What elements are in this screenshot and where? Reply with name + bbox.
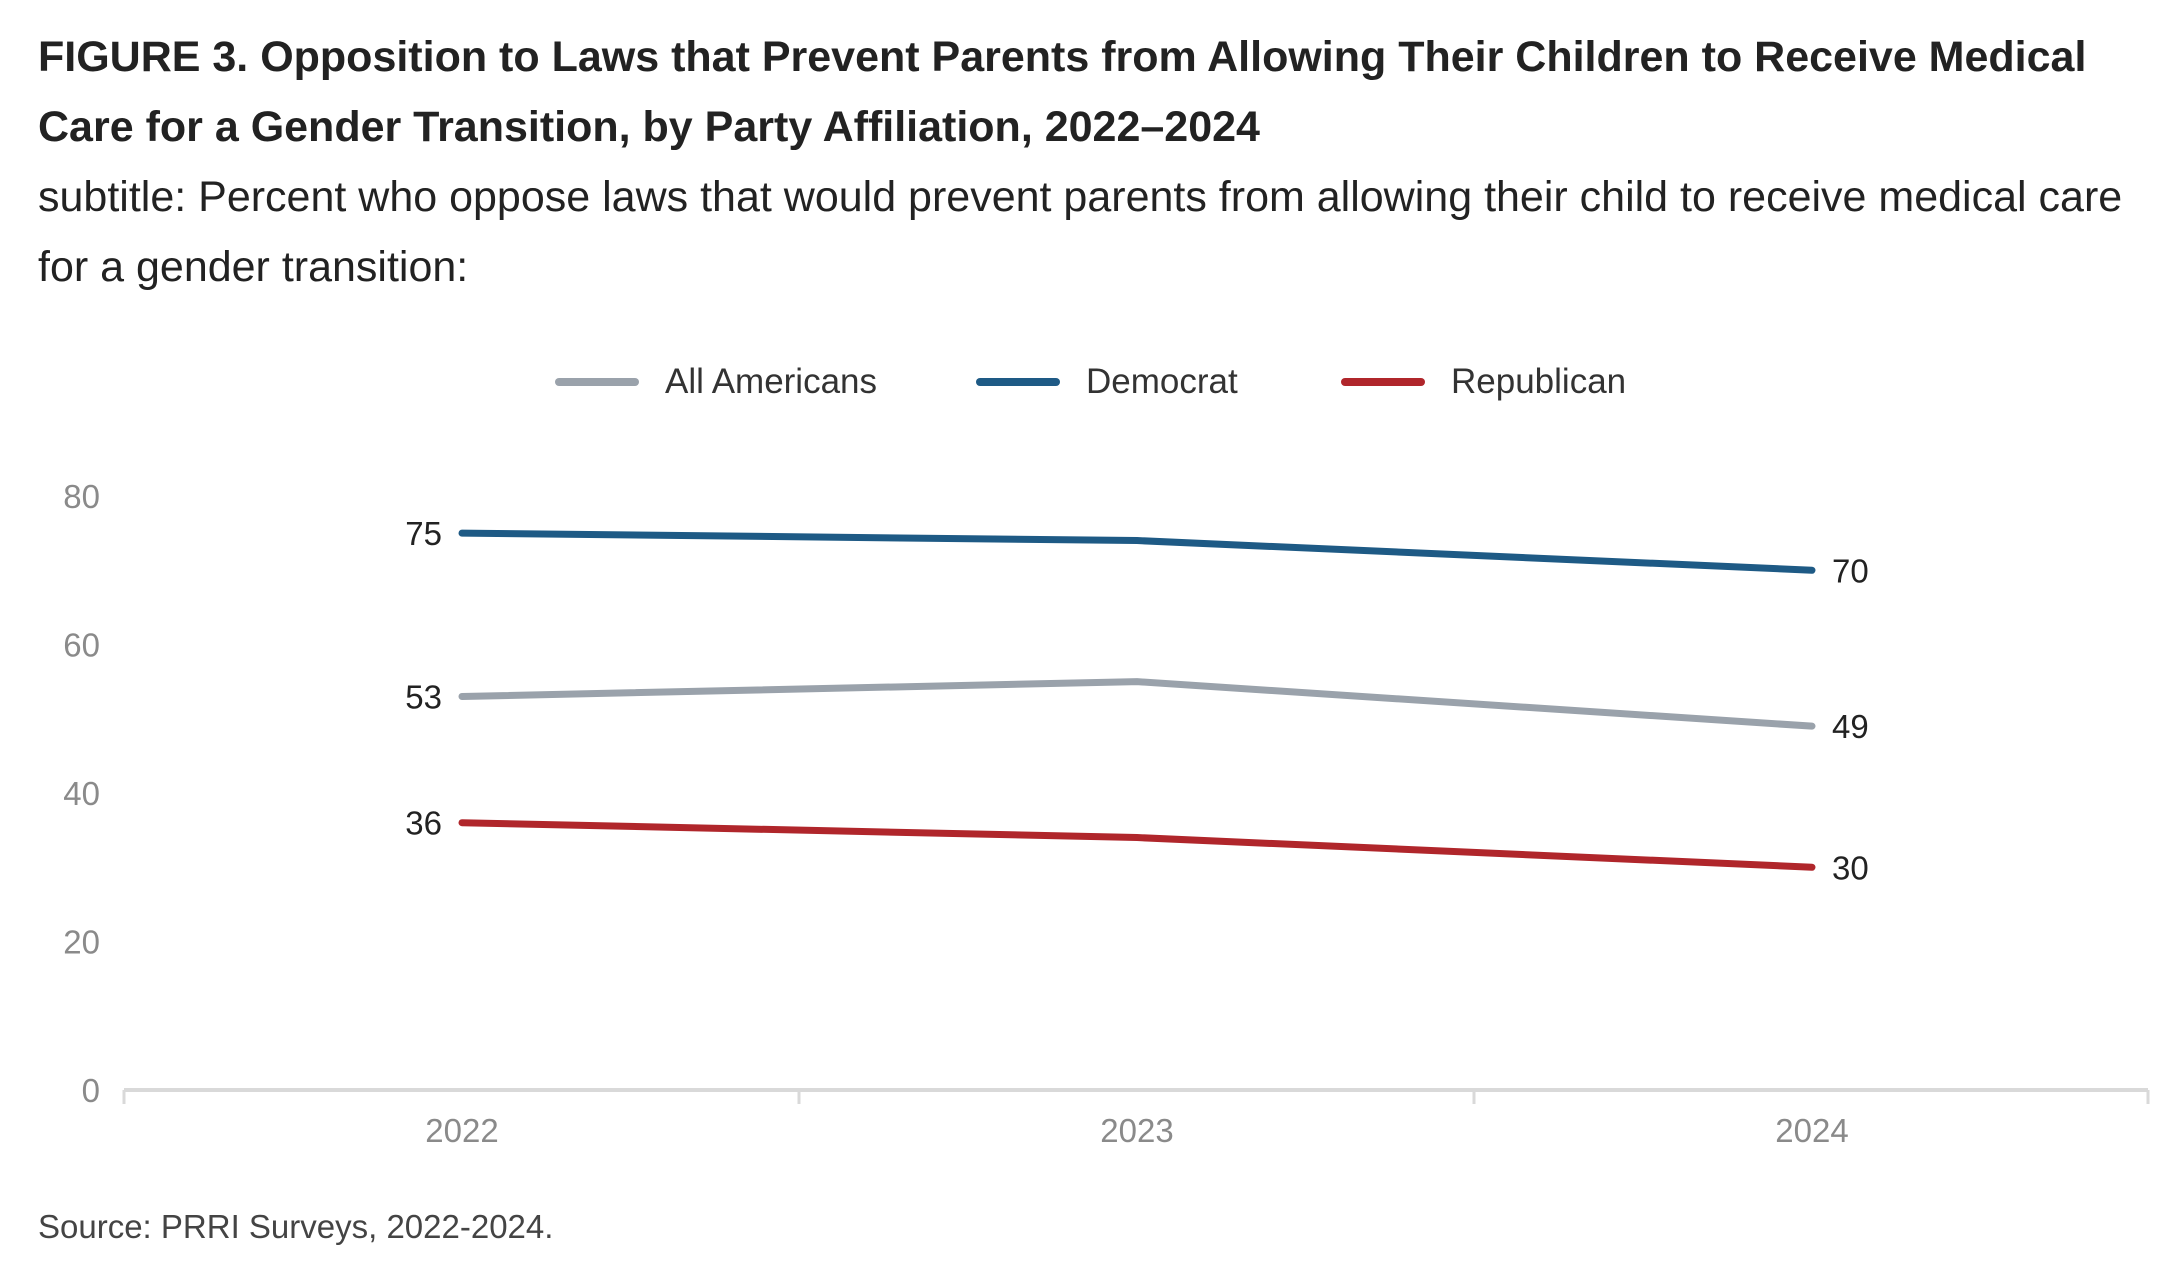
- series-line-all-americans: [458, 678, 1816, 730]
- y-tick-label-80: 80: [63, 478, 100, 515]
- legend-item-all-americans: All Americans: [555, 352, 877, 412]
- data-label-all-americans-2024: 49: [1832, 708, 1869, 745]
- source-note: Source: PRRI Surveys, 2022-2024.: [38, 1208, 554, 1245]
- chart-title: FIGURE 3. Opposition to Laws that Preven…: [38, 33, 2087, 151]
- series-line-republican: [458, 819, 1816, 871]
- x-tick-label-2024: 2024: [1775, 1112, 1848, 1149]
- legend-label-all-americans: All Americans: [665, 362, 878, 401]
- chart-legend: All Americans Democrat Republican: [0, 352, 2176, 412]
- data-label-democrat-2024: 70: [1832, 552, 1869, 589]
- x-tick-label-2023: 2023: [1100, 1112, 1173, 1149]
- chart-subtitle: subtitle: Percent who oppose laws that w…: [38, 173, 2123, 291]
- line-chart: 0 20 40 60 80 2022 2023 2024 53 49 75 70 36 30: [63, 478, 2150, 1149]
- y-tick-label-40: 40: [63, 775, 100, 812]
- y-tick-label-20: 20: [63, 924, 100, 961]
- x-tick-label-2022: 2022: [425, 1112, 498, 1149]
- data-label-republican-2022: 36: [405, 805, 442, 842]
- legend-swatch-democrat: [976, 378, 1060, 386]
- y-tick-label-0: 0: [82, 1072, 100, 1109]
- legend-label-democrat: Democrat: [1086, 362, 1238, 401]
- data-label-all-americans-2022: 53: [405, 678, 442, 715]
- legend-swatch-all-americans: [555, 378, 639, 386]
- data-label-republican-2024: 30: [1832, 849, 1869, 886]
- y-tick-label-60: 60: [63, 627, 100, 664]
- legend-swatch-republican: [1341, 378, 1425, 386]
- legend-item-republican: Republican: [1341, 352, 1626, 412]
- legend-item-democrat: Democrat: [976, 352, 1238, 412]
- series-line-democrat: [458, 529, 1816, 574]
- data-label-democrat-2022: 75: [405, 515, 442, 552]
- legend-label-republican: Republican: [1451, 362, 1627, 401]
